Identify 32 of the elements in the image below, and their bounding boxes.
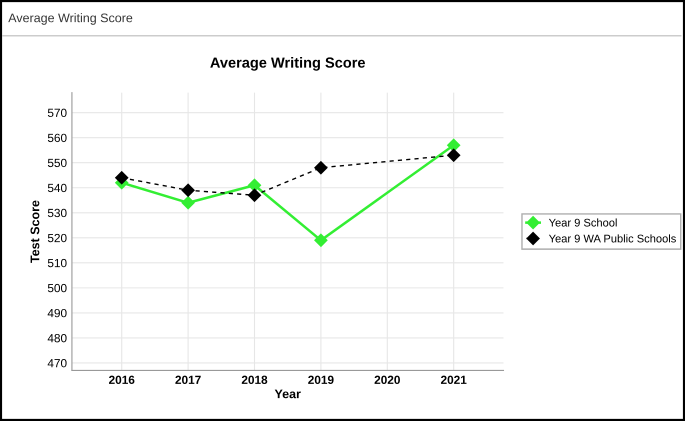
y-tick-label: 550 (48, 158, 67, 168)
legend-label: Year 9 School (548, 218, 617, 227)
point (182, 184, 195, 197)
chart-title: Average Writing Score (210, 57, 366, 71)
point (248, 188, 262, 202)
y-tick-label: 570 (48, 108, 67, 118)
y-tick-label: 470 (48, 359, 67, 368)
x-tick-label: 2020 (374, 376, 400, 384)
chart-subtitle: Average Writing Score (8, 13, 132, 25)
y-tick-label: 480 (48, 334, 67, 342)
point (447, 138, 460, 152)
y-tick-label: 530 (48, 208, 67, 218)
point (447, 148, 460, 162)
y-tick-label: 510 (48, 258, 67, 268)
point (314, 161, 328, 174)
x-tick-label: 2018 (242, 376, 268, 384)
point (314, 234, 328, 247)
point (248, 178, 262, 192)
y-tick-label: 560 (48, 134, 67, 142)
x-tick-label: 2017 (175, 376, 201, 384)
y-axis-title: Test Score (30, 200, 40, 263)
point (182, 196, 195, 210)
y-tick-label: 540 (48, 184, 67, 192)
legend-label: Year 9 WA Public Schools (548, 234, 676, 242)
y-tick-label: 500 (48, 284, 67, 292)
x-tick-label: 2019 (308, 376, 334, 384)
x-axis-title: Year (274, 390, 301, 398)
y-tick-label: 520 (48, 234, 67, 242)
x-tick-label: 2016 (109, 376, 134, 384)
point (115, 171, 128, 184)
y-tick-label: 490 (48, 308, 67, 318)
x-tick-label: 2021 (440, 376, 466, 384)
